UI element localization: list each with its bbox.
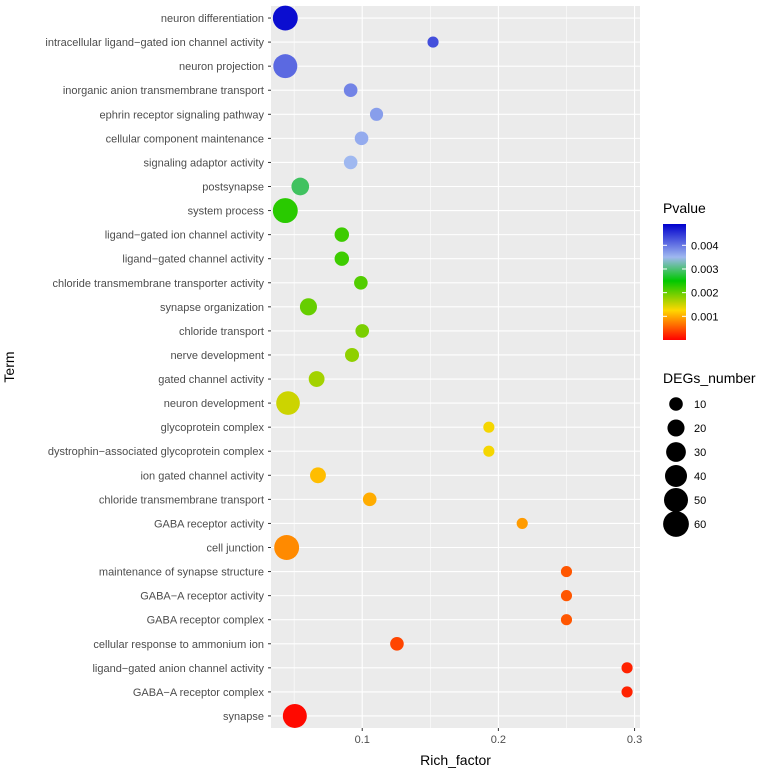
data-point — [560, 565, 573, 578]
data-point — [355, 324, 370, 338]
data-point — [483, 421, 495, 433]
data-point — [272, 5, 298, 31]
x-axis: 0.1 0.2 0.3 — [355, 728, 642, 746]
data-point — [354, 275, 368, 290]
data-point — [308, 371, 325, 387]
y-tick-label: GABA−A receptor complex — [133, 687, 265, 699]
y-tick-label: cellular component maintenance — [106, 133, 264, 145]
x-tick-label: 0.3 — [627, 734, 642, 746]
data-point — [362, 492, 377, 507]
data-point — [427, 36, 439, 48]
data-points — [272, 5, 633, 728]
size-legend-label: 30 — [694, 447, 706, 459]
x-axis-title: Rich_factor — [420, 752, 491, 768]
data-point — [390, 636, 404, 651]
data-point — [291, 177, 310, 196]
size-legend-dot — [663, 487, 689, 513]
y-tick-label: neuron development — [164, 398, 264, 410]
y-tick-label: chloride transmembrane transporter activ… — [52, 278, 264, 290]
data-point — [334, 251, 350, 266]
y-tick-label: maintenance of synapse structure — [99, 567, 264, 579]
degs-legend: DEGs_number 10 20 30 40 50 60 — [663, 370, 756, 537]
y-tick-label: inorganic anion transmembrane transport — [63, 85, 264, 97]
size-legend-dot — [667, 419, 685, 437]
size-legend-dot — [666, 442, 686, 462]
y-tick-label: gated channel activity — [158, 374, 264, 386]
y-tick-label: ligand−gated ion channel activity — [105, 230, 265, 242]
data-point — [516, 517, 528, 530]
data-point — [282, 703, 307, 728]
data-point — [483, 445, 495, 457]
data-point — [354, 131, 369, 146]
x-tick-label: 0.2 — [491, 734, 506, 746]
data-point — [621, 662, 633, 674]
data-point — [299, 298, 317, 316]
y-tick-label: GABA receptor complex — [147, 615, 265, 627]
y-tick-label: ligand−gated channel activity — [122, 254, 264, 266]
y-axis: neuron differentiation intracellular liga… — [45, 13, 271, 723]
x-tick-label: 0.1 — [355, 734, 370, 746]
data-point — [345, 347, 360, 362]
data-point — [621, 686, 633, 698]
size-legend-dot — [669, 397, 683, 411]
y-tick-label: GABA receptor activity — [154, 518, 265, 530]
y-tick-label: dystrophin−associated glycoprotein compl… — [48, 446, 265, 458]
y-tick-label: cell junction — [207, 543, 264, 555]
size-legend-dot — [664, 464, 688, 488]
y-tick-label: chloride transport — [179, 326, 264, 338]
y-tick-label: GABA−A receptor activity — [140, 591, 264, 603]
data-point — [274, 535, 300, 560]
grid-lines — [271, 6, 640, 728]
size-legend-dot — [663, 511, 689, 537]
y-tick-label: intracellular ligand−gated ion channel a… — [45, 37, 264, 49]
y-tick-label: ligand−gated anion channel activity — [92, 663, 264, 675]
y-tick-label: ion gated channel activity — [140, 470, 264, 482]
y-tick-label: system process — [188, 206, 265, 218]
size-legend-label: 20 — [694, 423, 706, 435]
pvalue-legend: Pvalue 0.004 0.003 0.002 0.001 — [663, 200, 719, 340]
colorbar-label: 0.002 — [691, 288, 719, 300]
y-tick-label: glycoprotein complex — [161, 422, 265, 434]
y-axis-title: Term — [1, 351, 17, 382]
pvalue-legend-title: Pvalue — [663, 200, 706, 216]
data-point — [560, 614, 573, 626]
data-point — [310, 467, 326, 484]
data-point — [343, 83, 358, 98]
y-tick-label: synapse organization — [160, 302, 264, 314]
plot-panel — [271, 6, 640, 728]
data-point — [334, 227, 350, 242]
size-legend-label: 50 — [694, 495, 706, 507]
y-tick-label: nerve development — [170, 350, 264, 362]
size-legend-label: 60 — [694, 519, 706, 531]
size-legend-label: 40 — [694, 471, 706, 483]
colorbar-label: 0.003 — [691, 264, 719, 276]
size-legend-label: 10 — [694, 399, 706, 411]
data-point — [273, 54, 298, 79]
y-tick-label: neuron differentiation — [161, 13, 264, 25]
colorbar-label: 0.004 — [691, 240, 719, 252]
y-tick-label: chloride transmembrane transport — [99, 494, 264, 506]
y-tick-label: synapse — [223, 711, 264, 723]
pvalue-colorbar — [663, 224, 686, 340]
degs-legend-title: DEGs_number — [663, 370, 756, 386]
data-point — [272, 198, 298, 224]
y-tick-label: ephrin receptor signaling pathway — [100, 109, 265, 121]
data-point — [343, 155, 358, 170]
y-tick-label: cellular response to ammonium ion — [93, 639, 264, 651]
data-point — [369, 107, 384, 121]
y-tick-label: neuron projection — [179, 61, 264, 73]
colorbar-label: 0.001 — [691, 311, 719, 323]
y-tick-label: signaling adaptor activity — [144, 157, 265, 169]
data-point — [276, 391, 300, 415]
y-tick-label: postsynapse — [202, 182, 264, 194]
data-point — [560, 590, 573, 602]
